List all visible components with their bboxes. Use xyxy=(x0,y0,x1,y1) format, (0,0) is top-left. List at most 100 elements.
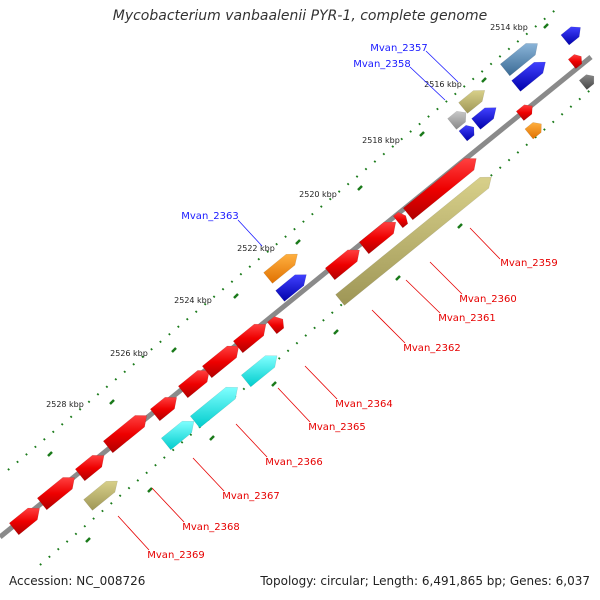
guide-dot xyxy=(427,115,430,118)
leader-line xyxy=(304,365,338,400)
guide-dot xyxy=(154,463,157,467)
leader-line xyxy=(192,457,225,492)
major-tick xyxy=(209,435,215,441)
guide-dot xyxy=(136,479,140,482)
guide-dot xyxy=(534,25,538,28)
guide-dot xyxy=(48,555,51,559)
red-gene-arrow xyxy=(8,507,40,536)
major-tick xyxy=(147,487,153,493)
major-tick xyxy=(47,451,53,457)
blue-gene-arrow xyxy=(275,274,307,302)
guide-dot xyxy=(391,145,395,148)
guide-dot xyxy=(328,197,332,201)
guide-dot xyxy=(239,272,243,276)
red-gene-arrow xyxy=(392,211,409,229)
guide-dot xyxy=(127,486,131,490)
red-gene-arrow xyxy=(102,415,148,454)
guide-dot xyxy=(230,280,234,284)
guide-dot xyxy=(56,547,60,551)
tick-labels: 2514 kbp 2516 kbp 2518 kbp 2520 kbp 2522 kbp… xyxy=(46,23,528,409)
guide-dot xyxy=(150,347,153,351)
major-tick xyxy=(395,275,401,281)
major-tick xyxy=(295,239,301,245)
gene-label: Mvan_2359 xyxy=(500,258,557,269)
dark-gene-arrow xyxy=(578,74,595,91)
guide-dot xyxy=(74,532,78,536)
guide-dot xyxy=(78,408,82,411)
orange-gene-arrow xyxy=(524,122,542,140)
guide-dot xyxy=(498,55,502,58)
guide-dot xyxy=(293,227,296,231)
red-gene-arrow xyxy=(402,158,477,221)
guide-dot xyxy=(552,10,555,13)
guide-dot xyxy=(284,235,287,238)
leader-line xyxy=(277,387,311,423)
guide-dot xyxy=(118,494,122,498)
guide-dot xyxy=(87,400,91,404)
guide-dot xyxy=(180,441,184,444)
leader-line xyxy=(469,227,501,260)
leader-line xyxy=(405,279,441,314)
guide-dot xyxy=(16,460,19,464)
guide-dot xyxy=(490,174,493,177)
guide-dot xyxy=(248,265,252,268)
major-tick xyxy=(481,77,487,83)
guide-dot xyxy=(101,509,104,513)
major-tick xyxy=(457,223,463,229)
guide-dot xyxy=(51,430,55,434)
red-gene-arrow xyxy=(515,104,533,122)
guide-dot xyxy=(203,302,207,306)
guide-dot xyxy=(39,563,42,566)
guide-dot xyxy=(302,220,305,223)
tick-label: 2518 kbp xyxy=(362,136,400,145)
blue-gene-arrow xyxy=(560,26,581,46)
leader-line xyxy=(237,219,263,247)
gene-label: Mvan_2369 xyxy=(147,550,204,561)
blue-gene-arrow xyxy=(471,107,497,130)
guide-dot xyxy=(418,122,421,126)
guide-dot xyxy=(569,105,573,108)
guide-dot xyxy=(409,130,412,133)
genome-summary: Topology: circular; Length: 6,491,865 bp… xyxy=(260,574,590,588)
guide-dot xyxy=(114,377,118,381)
guide-dot xyxy=(578,97,582,101)
cyan-gene-arrow xyxy=(189,386,238,429)
guide-dot xyxy=(304,334,308,337)
guide-dot xyxy=(489,62,493,66)
red-gene-arrow xyxy=(324,249,360,281)
guide-dot xyxy=(445,100,448,103)
guide-dot xyxy=(123,370,127,374)
guide-dot xyxy=(311,212,314,216)
red-gene-arrow xyxy=(74,455,105,482)
guide-dot xyxy=(560,112,564,116)
guide-dot xyxy=(69,415,73,419)
guide-dot xyxy=(257,257,261,261)
gene-label: Mvan_2367 xyxy=(222,491,279,502)
gene-label: Mvan_2362 xyxy=(403,343,460,354)
guide-dot xyxy=(330,311,334,314)
steel-gene-arrow xyxy=(499,43,538,77)
major-tick xyxy=(85,537,91,543)
leader-line xyxy=(117,515,150,551)
guide-dot xyxy=(132,362,135,366)
gene-label: Mvan_2364 xyxy=(335,399,392,410)
guide-dot xyxy=(400,137,404,141)
guide-dot xyxy=(364,167,368,171)
tick-label: 2528 kbp xyxy=(46,400,84,409)
guide-dot xyxy=(43,438,46,441)
guide-dot xyxy=(471,77,475,81)
major-tick xyxy=(357,185,363,191)
red-gene-arrow xyxy=(358,221,397,255)
guide-dot xyxy=(189,433,193,437)
major-tick xyxy=(419,131,425,137)
tick-marks xyxy=(47,23,549,543)
guide-dot xyxy=(516,151,520,154)
gene-labels: Mvan_2357 Mvan_2358 Mvan_2363 Mvan_2359 Mvan… xyxy=(117,43,558,561)
orange-gene-arrow xyxy=(263,253,298,284)
blue-gene-arrow xyxy=(458,124,475,142)
gene-label: Mvan_2365 xyxy=(308,422,365,433)
leader-line xyxy=(425,50,459,83)
major-tick xyxy=(109,399,115,405)
guide-dot xyxy=(194,310,198,314)
